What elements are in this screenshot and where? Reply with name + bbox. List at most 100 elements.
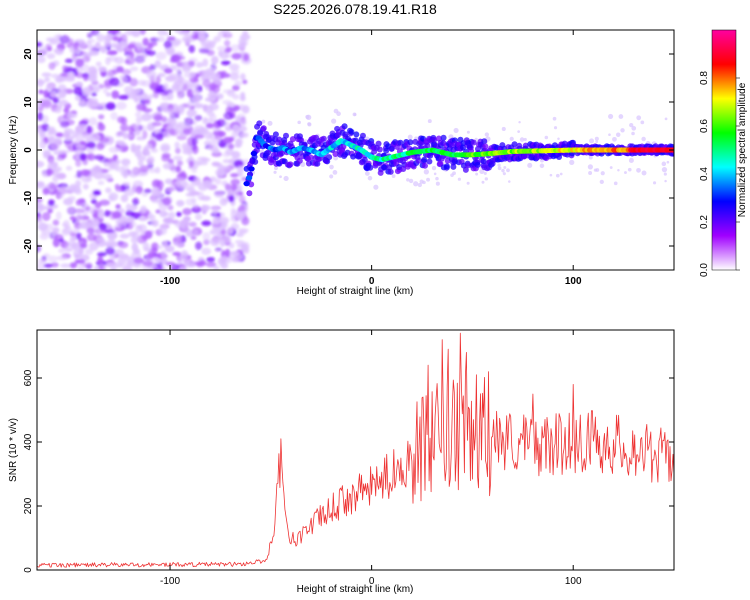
noise-blob	[192, 203, 200, 209]
noise-blob	[212, 84, 220, 94]
noise-blob	[130, 143, 137, 151]
noise-blob	[85, 91, 93, 96]
noise-blob	[200, 204, 210, 213]
noise-blob	[37, 160, 45, 168]
noise-blob	[108, 30, 120, 34]
noise-blob	[37, 261, 46, 270]
noise-blob	[242, 105, 250, 114]
noise-blob	[240, 241, 250, 251]
noise-blob	[135, 151, 143, 158]
noise-blob	[153, 114, 163, 122]
noise-blob	[188, 221, 197, 227]
noise-blob	[200, 157, 211, 162]
noise-blob	[182, 83, 188, 91]
haze-dot	[367, 175, 373, 181]
noise-blob	[117, 256, 127, 265]
noise-blob	[46, 167, 53, 177]
haze-dot	[553, 126, 558, 130]
noise-blob	[37, 197, 43, 203]
noise-blob	[131, 243, 139, 252]
noise-blob	[76, 232, 82, 240]
noise-blob	[58, 248, 65, 254]
band-blob	[415, 157, 422, 164]
noise-blob	[222, 152, 231, 158]
noise-blob	[119, 41, 128, 46]
noise-blob	[188, 189, 198, 197]
noise-blob	[119, 233, 130, 239]
spectrogram-frame	[36, 29, 675, 271]
noise-blob	[69, 236, 77, 242]
noise-blob	[155, 209, 161, 214]
band-blob	[511, 141, 518, 148]
noise-blob	[79, 120, 89, 126]
haze-dot	[332, 170, 338, 175]
noise-blob	[86, 125, 94, 134]
noise-blob	[156, 36, 166, 42]
noise-blob	[102, 88, 108, 94]
noise-blob	[188, 160, 195, 168]
noise-blob	[98, 265, 105, 270]
noise-blob	[42, 187, 50, 195]
noise-blob	[156, 180, 164, 190]
noise-blob	[178, 93, 184, 99]
noise-blob	[146, 156, 155, 164]
noise-blob	[188, 44, 196, 53]
noise-blob	[155, 132, 164, 141]
haze-dot	[652, 181, 657, 185]
haze-dot	[599, 179, 604, 185]
noise-blob	[75, 81, 83, 86]
haze-dot	[417, 182, 422, 188]
noise-blob	[84, 248, 94, 255]
noise-blob	[226, 89, 236, 97]
noise-blob	[118, 142, 128, 147]
noise-blob	[155, 75, 161, 84]
band-blob	[334, 131, 341, 138]
haze-dot	[431, 165, 437, 171]
noise-blob	[110, 160, 120, 170]
noise-blob	[176, 199, 185, 207]
noise-blob	[220, 30, 231, 35]
noise-blob	[142, 260, 153, 267]
noise-blob	[186, 101, 194, 110]
noise-blob	[213, 35, 221, 43]
noise-blob	[39, 140, 47, 150]
noise-blob	[52, 175, 59, 183]
haze-dot	[305, 114, 310, 119]
band-blob	[348, 128, 355, 135]
noise-blob	[216, 46, 227, 51]
noise-blob	[41, 123, 50, 132]
noise-blob	[91, 84, 99, 90]
colorbar-tick-label: 0.8	[699, 71, 710, 85]
noise-blob	[185, 198, 196, 206]
noise-blob	[129, 66, 139, 72]
snr-x-tick-label: 0	[369, 576, 375, 587]
noise-blob	[90, 198, 97, 205]
noise-blob	[74, 149, 84, 155]
noise-blob	[75, 199, 83, 206]
haze-dot	[501, 168, 505, 173]
noise-blob	[151, 121, 163, 127]
band-blob	[438, 155, 445, 162]
noise-blob	[224, 233, 231, 239]
band-blob	[361, 156, 368, 163]
noise-blob	[120, 169, 129, 177]
noise-blob	[73, 86, 83, 96]
noise-blob	[144, 230, 153, 239]
noise-blob	[105, 242, 113, 249]
noise-blob	[120, 76, 128, 84]
noise-blob	[136, 144, 142, 149]
noise-blob	[167, 49, 175, 55]
noise-blob	[140, 125, 147, 133]
noise-blob	[160, 145, 171, 153]
colorbar-tick-label: 0.0	[699, 263, 710, 277]
haze-dot	[427, 119, 432, 124]
noise-blob	[170, 263, 181, 270]
noise-blob	[155, 51, 167, 61]
noise-blob	[135, 116, 143, 124]
noise-blob	[231, 150, 241, 159]
noise-blob	[195, 62, 204, 68]
band-blob	[474, 161, 481, 168]
noise-blob	[242, 30, 249, 37]
noise-blob	[118, 46, 124, 53]
noise-blob	[136, 103, 148, 111]
